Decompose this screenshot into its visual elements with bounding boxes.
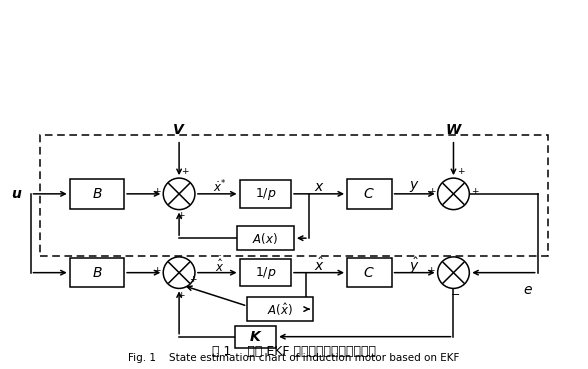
Text: $C$: $C$ — [363, 187, 375, 201]
Bar — [41, 135, 547, 256]
Text: $e$: $e$ — [523, 283, 533, 297]
Text: $A(x)$: $A(x)$ — [252, 231, 278, 246]
Bar — [239, 180, 291, 208]
Circle shape — [437, 178, 469, 210]
Text: +: + — [181, 167, 189, 176]
Text: $\hat{x}$: $\hat{x}$ — [313, 257, 325, 275]
Text: $x$: $x$ — [313, 180, 325, 194]
Text: $\boldsymbol{W}$: $\boldsymbol{W}$ — [445, 123, 462, 137]
Text: $B$: $B$ — [92, 187, 102, 201]
Text: +: + — [153, 266, 161, 275]
Text: +: + — [178, 291, 185, 300]
Bar — [69, 258, 124, 287]
Bar — [248, 297, 313, 321]
Bar — [236, 226, 294, 250]
Bar — [235, 326, 276, 348]
Text: $\boldsymbol{V}$: $\boldsymbol{V}$ — [172, 123, 186, 137]
Circle shape — [163, 257, 195, 289]
Text: +: + — [189, 275, 197, 284]
Text: +: + — [457, 167, 464, 176]
Circle shape — [437, 257, 469, 289]
Text: +: + — [472, 187, 479, 196]
Text: $A(\hat{x})$: $A(\hat{x})$ — [267, 301, 293, 318]
Text: +: + — [427, 266, 435, 275]
Text: $\hat{y}$: $\hat{y}$ — [409, 256, 420, 276]
Bar — [347, 179, 392, 208]
Text: $\dot{x}^{*}$: $\dot{x}^{*}$ — [212, 179, 226, 195]
Circle shape — [163, 178, 195, 210]
Text: −: − — [451, 290, 460, 300]
Text: $1/p$: $1/p$ — [255, 186, 276, 202]
Text: $y$: $y$ — [409, 179, 420, 194]
Bar — [239, 259, 291, 286]
Bar — [69, 179, 124, 208]
Text: $C$: $C$ — [363, 266, 375, 280]
Bar — [347, 258, 392, 287]
Text: Fig. 1    State estimation chart of induction motor based on EKF: Fig. 1 State estimation chart of inducti… — [128, 353, 460, 363]
Text: $B$: $B$ — [92, 266, 102, 280]
Text: $\dot{\hat{x}}$: $\dot{\hat{x}}$ — [215, 256, 224, 276]
Text: $\boldsymbol{u}$: $\boldsymbol{u}$ — [11, 187, 22, 201]
Text: 图 1    基于 EKF 异步电机状态估计结构图: 图 1 基于 EKF 异步电机状态估计结构图 — [212, 345, 376, 358]
Text: +: + — [178, 211, 185, 220]
Text: $1/p$: $1/p$ — [255, 265, 276, 281]
Text: $\boldsymbol{K}$: $\boldsymbol{K}$ — [249, 330, 262, 344]
Text: +: + — [428, 187, 436, 196]
Text: +: + — [153, 187, 161, 196]
